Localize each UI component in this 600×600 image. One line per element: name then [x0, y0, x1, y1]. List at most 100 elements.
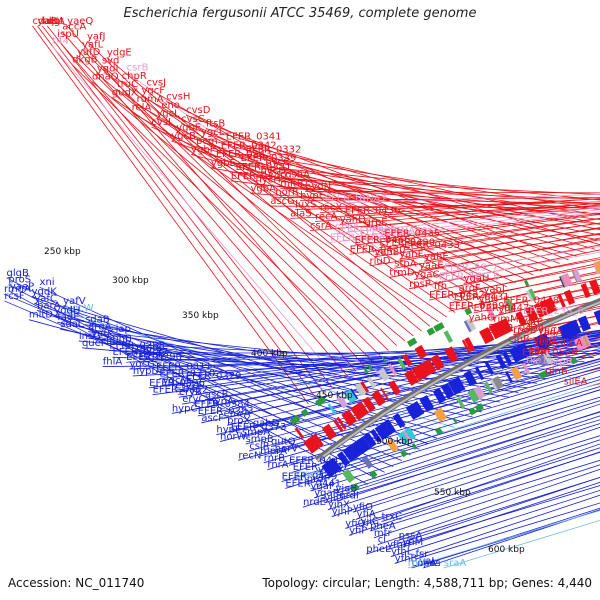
genome-backbone	[314, 298, 600, 463]
leader-line	[126, 72, 464, 309]
leader-line	[483, 272, 600, 295]
leader-line	[386, 485, 600, 551]
reverse-feature-block	[351, 441, 364, 456]
gene-label: EFER_0373	[231, 422, 287, 433]
forward-feature-block	[524, 305, 539, 322]
cog-feature-block	[522, 362, 531, 375]
cog-feature-block	[594, 260, 600, 274]
gene-label: ygdK	[32, 287, 58, 298]
forward-feature-block	[446, 348, 456, 362]
leader-line	[443, 519, 600, 569]
leader-line	[407, 510, 600, 569]
leader-line	[443, 246, 600, 273]
forward-feature-block	[343, 409, 357, 425]
gene-label: EFER_0339	[241, 153, 297, 164]
gene-label: ygcL	[156, 108, 180, 119]
gene-label: smpB	[246, 434, 274, 445]
gene-label: yfhH	[387, 540, 410, 551]
gene-label: cl	[378, 535, 386, 546]
forward-feature-block	[332, 419, 344, 433]
reverse-feature-block	[441, 384, 452, 399]
leader-line	[280, 187, 600, 200]
reverse-feature-block	[370, 428, 382, 444]
leader-line	[295, 201, 600, 210]
gene-label: recN	[238, 450, 261, 461]
gene-label: yafD	[77, 47, 101, 58]
forward-feature-block	[515, 311, 527, 327]
gene-label: EFER_0433	[404, 240, 460, 251]
leader-line	[390, 489, 600, 557]
cog-feature-block	[465, 317, 477, 332]
gene-label: eno	[161, 100, 180, 111]
tick-label: 450 kbp	[316, 391, 353, 401]
gene-label: EFER_tRNA7	[325, 193, 387, 204]
gc-skew-mark	[300, 408, 310, 417]
leader-line	[105, 343, 575, 367]
leader-line	[305, 191, 600, 194]
leader-line	[402, 481, 600, 548]
gene-label: ascG	[270, 196, 295, 207]
forward-feature-block	[582, 283, 591, 298]
cog-feature-block	[573, 338, 582, 352]
gene-label: hycC	[265, 157, 290, 168]
gene-label: EFER_0436	[345, 205, 401, 216]
gene-label: EFER_0446	[355, 235, 411, 246]
gene-label: yfhB	[395, 553, 418, 564]
cog-feature-block	[387, 363, 397, 376]
leader-line	[329, 211, 600, 243]
cog-feature-block	[484, 381, 493, 394]
cog-feature-block	[401, 430, 412, 443]
gene-label: cvsH	[166, 91, 190, 102]
cog-feature-block	[572, 269, 582, 283]
gene-label: EFER_0434	[488, 323, 544, 334]
gene-label: trxC	[382, 512, 403, 523]
gene-label: yaeP	[10, 282, 34, 293]
gene-label: tadA	[539, 328, 562, 339]
gene-label: rnrA	[267, 460, 288, 471]
forward-feature-block	[544, 297, 558, 314]
gene-label: ygaF	[310, 481, 334, 492]
gene-label: yjhP	[332, 507, 353, 518]
leader-line	[302, 411, 600, 508]
gene-label: ygcB	[171, 131, 196, 142]
gene-label: cvsI	[151, 117, 171, 128]
gene-label: xni	[40, 277, 55, 288]
gc-skew-mark	[369, 470, 378, 479]
forward-feature-block	[461, 339, 471, 354]
reverse-feature-block	[326, 457, 342, 475]
gene-label: truC	[117, 79, 138, 90]
gc-skew-mark	[570, 356, 578, 365]
gene-label: hycH	[255, 175, 280, 186]
gene-label: EFER_0529	[522, 347, 578, 358]
forward-feature-block	[411, 366, 424, 382]
gene-label: srpB	[550, 357, 573, 368]
gc-skew-mark	[523, 279, 530, 287]
leader-line	[101, 65, 422, 332]
cog-feature-block	[294, 427, 305, 439]
gene-label: rmcA	[296, 469, 322, 480]
reverse-feature-block	[410, 401, 425, 417]
gene-label: hypF	[300, 190, 325, 201]
leader-line	[324, 193, 600, 204]
tick-label: 600 kbp	[488, 545, 525, 555]
gene-label: EFER_0310	[159, 368, 215, 379]
reverse-feature-block	[567, 320, 579, 336]
forward-feature-block	[464, 337, 474, 352]
forward-feature-block	[352, 405, 363, 419]
reverse-feature-block	[362, 432, 377, 448]
gene-label: nrdE	[303, 497, 326, 508]
cog-feature-block	[342, 468, 356, 483]
leader-line	[360, 443, 600, 527]
gene-label: EFER_0288	[109, 340, 165, 351]
leader-line	[398, 477, 600, 541]
gene-label: ygcM	[163, 375, 189, 386]
leader-line	[259, 363, 600, 457]
summary-text: Topology: circular; Length: 4,588,711 bp…	[262, 576, 592, 590]
leader-line	[96, 73, 414, 337]
gene-label: norV	[275, 443, 299, 454]
leader-line	[111, 97, 439, 322]
leader-line	[359, 209, 600, 237]
gene-label: EFER_0429	[379, 238, 435, 249]
leader-line	[404, 222, 600, 251]
forward-feature-block	[372, 391, 384, 406]
